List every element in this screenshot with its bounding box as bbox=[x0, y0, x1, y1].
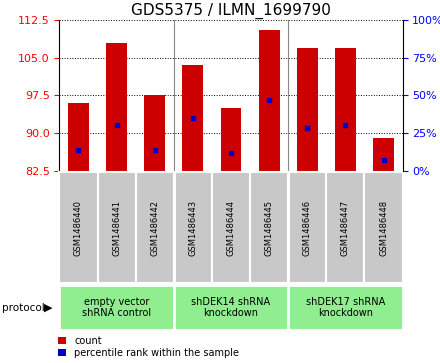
Bar bbox=[59, 285, 174, 330]
Bar bbox=[335, 48, 356, 171]
Bar bbox=[59, 172, 98, 283]
Bar bbox=[136, 172, 174, 283]
Text: GSM1486443: GSM1486443 bbox=[188, 200, 198, 256]
Bar bbox=[297, 48, 318, 171]
Text: protocol: protocol bbox=[2, 303, 45, 313]
Bar bbox=[144, 95, 165, 171]
Text: ▶: ▶ bbox=[44, 303, 52, 313]
Legend: count, percentile rank within the sample: count, percentile rank within the sample bbox=[58, 336, 239, 358]
Text: shDEK17 shRNA
knockdown: shDEK17 shRNA knockdown bbox=[306, 297, 385, 318]
Text: GSM1486440: GSM1486440 bbox=[74, 200, 83, 256]
Text: GSM1486442: GSM1486442 bbox=[150, 200, 159, 256]
Bar bbox=[106, 42, 127, 171]
Bar bbox=[250, 172, 288, 283]
Bar bbox=[220, 108, 242, 171]
Bar bbox=[288, 172, 326, 283]
Text: GSM1486446: GSM1486446 bbox=[303, 200, 312, 256]
Text: GSM1486447: GSM1486447 bbox=[341, 200, 350, 256]
Bar bbox=[174, 172, 212, 283]
Bar bbox=[98, 172, 136, 283]
Text: GSM1486441: GSM1486441 bbox=[112, 200, 121, 256]
Text: empty vector
shRNA control: empty vector shRNA control bbox=[82, 297, 151, 318]
Bar bbox=[68, 103, 89, 171]
Bar bbox=[373, 138, 394, 171]
Bar bbox=[174, 285, 288, 330]
Title: GDS5375 / ILMN_1699790: GDS5375 / ILMN_1699790 bbox=[131, 3, 331, 19]
Text: GSM1486444: GSM1486444 bbox=[227, 200, 235, 256]
Text: shDEK14 shRNA
knockdown: shDEK14 shRNA knockdown bbox=[191, 297, 271, 318]
Text: GSM1486445: GSM1486445 bbox=[264, 200, 274, 256]
Bar bbox=[212, 172, 250, 283]
Bar bbox=[364, 172, 403, 283]
Text: GSM1486448: GSM1486448 bbox=[379, 200, 388, 256]
Bar bbox=[259, 30, 279, 171]
Bar bbox=[288, 285, 403, 330]
Bar bbox=[183, 65, 203, 171]
Bar bbox=[326, 172, 364, 283]
